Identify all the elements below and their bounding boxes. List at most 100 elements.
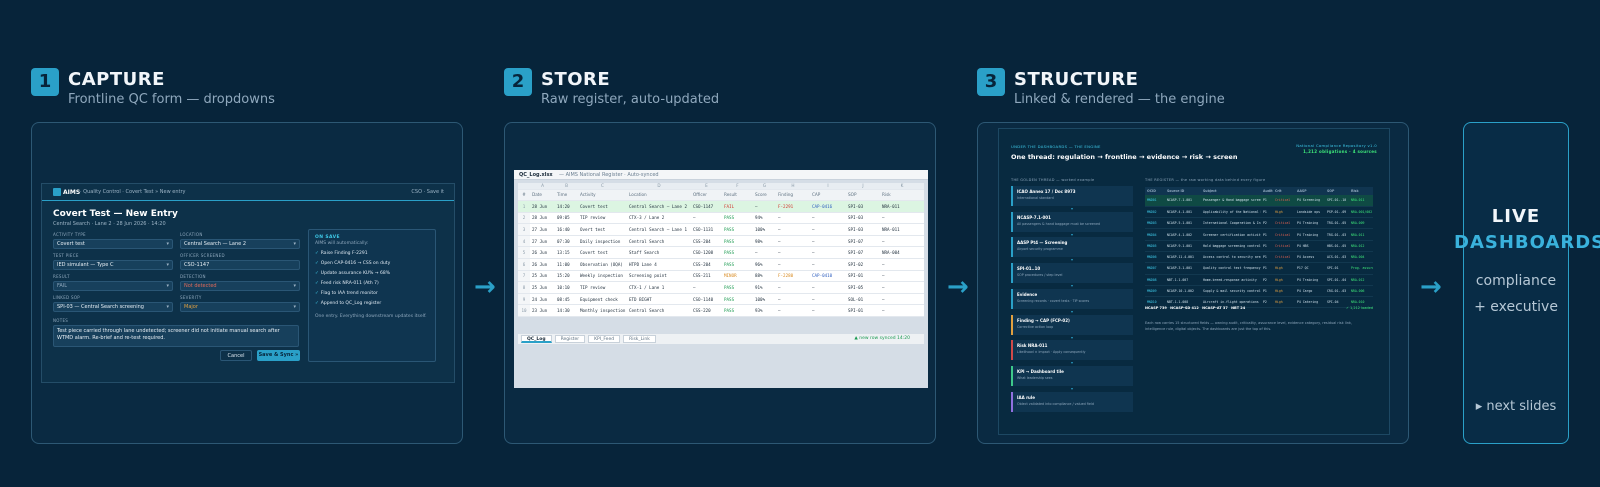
table-cell[interactable]: CSO-1208: [691, 246, 722, 260]
table-cell[interactable]: 08:45: [555, 293, 578, 306]
table-cell[interactable]: SPI-07: [846, 246, 880, 260]
table-row[interactable]: 10 23 Jun 14:30 Monthly inspection Central S…: [518, 304, 924, 318]
table-cell[interactable]: CSO-1131: [691, 223, 722, 236]
table-cell[interactable]: SPI-03: [846, 200, 880, 213]
column-letter[interactable]: E: [691, 183, 722, 190]
table-cell[interactable]: P1: [1261, 262, 1273, 275]
table-cell[interactable]: —: [776, 293, 810, 306]
table-cell[interactable]: High: [1273, 274, 1295, 286]
table-cell[interactable]: Covert test: [578, 246, 627, 260]
table-cell[interactable]: 27 Jun: [530, 223, 555, 236]
table-row[interactable]: MND06 NCASP-11.4-001 Access control to sec…: [1145, 251, 1373, 264]
column-letter[interactable]: C: [578, 183, 627, 190]
table-cell[interactable]: NRA-001/002: [1349, 206, 1373, 219]
table-row[interactable]: 1 28 Jun 14:20 Covert test Central Search — …: [518, 200, 924, 213]
column-letter[interactable]: D: [627, 183, 691, 190]
sheet-tab-risk-link[interactable]: Risk_Link: [623, 335, 656, 343]
column-letter[interactable]: F: [722, 183, 753, 190]
table-cell[interactable]: Overt test: [578, 223, 627, 236]
table-row[interactable]: 4 27 Jun 07:30 Daily inspection Central Sear…: [518, 235, 924, 248]
table-cell[interactable]: —: [810, 212, 846, 225]
table-cell[interactable]: NBT-1.1-008: [1165, 296, 1201, 309]
notes-textarea[interactable]: Test piece carried through lane undetect…: [53, 325, 299, 347]
column-letter[interactable]: B: [555, 183, 578, 190]
table-cell[interactable]: Central Search — Lane 2: [627, 200, 691, 213]
table-cell[interactable]: 10:10: [555, 281, 578, 294]
table-cell[interactable]: —: [880, 212, 924, 225]
table-cell[interactable]: NRA-004: [1349, 251, 1373, 264]
table-cell[interactable]: CAP-0416: [810, 200, 846, 213]
table-cell[interactable]: 27 Jun: [530, 235, 555, 248]
table-row[interactable]: MND03 NCASP-5.1-001 International Cooperat…: [1145, 217, 1373, 230]
table-cell[interactable]: 26 Jun: [530, 246, 555, 260]
table-cell[interactable]: 24 Jun: [530, 293, 555, 306]
table-cell[interactable]: PASS: [722, 281, 753, 294]
table-cell[interactable]: MND06: [1145, 251, 1165, 264]
row-number[interactable]: 6: [518, 258, 530, 271]
table-cell[interactable]: Passenger & Hand baggage screening: [1201, 195, 1261, 207]
table-cell[interactable]: P4 Training: [1295, 217, 1325, 230]
table-cell[interactable]: Access control to security areas: [1201, 251, 1261, 264]
table-cell[interactable]: SOL-01: [846, 293, 880, 306]
thread-card[interactable]: Evidence Screening records · covert tests…: [1011, 288, 1133, 309]
table-cell[interactable]: FAIL: [722, 200, 753, 213]
column-letter[interactable]: A: [530, 183, 555, 190]
table-cell[interactable]: 94%: [753, 212, 776, 225]
table-cell[interactable]: 26 Jun: [530, 258, 555, 271]
table-cell[interactable]: 14:20: [555, 200, 578, 213]
table-cell[interactable]: 11:00: [555, 258, 578, 271]
table-cell[interactable]: —: [810, 235, 846, 248]
table-row[interactable]: MND08 NBT-1.1-007 Home-breed-response acti…: [1145, 274, 1373, 286]
table-row[interactable]: 8 25 Jun 10:10 TIP review CTX-1 / Lane 1— PAS…: [518, 281, 924, 294]
column-letter[interactable]: G: [753, 183, 776, 190]
table-cell[interactable]: MINOR: [722, 270, 753, 283]
table-row[interactable]: 5 26 Jun 13:15 Covert test Staff Search CSO-1…: [518, 246, 924, 260]
table-cell[interactable]: 15:20: [555, 270, 578, 283]
result-select[interactable]: FAIL ▾: [53, 281, 173, 291]
table-cell[interactable]: 93%: [753, 304, 776, 318]
table-cell[interactable]: SPI-03: [846, 212, 880, 225]
table-cell[interactable]: TIP review: [578, 281, 627, 294]
table-cell[interactable]: NRA-009: [1349, 217, 1373, 230]
table-cell[interactable]: —: [776, 281, 810, 294]
detection-select[interactable]: Not detected ▾: [180, 281, 300, 291]
table-cell[interactable]: —: [880, 270, 924, 283]
table-cell[interactable]: —: [810, 304, 846, 318]
table-cell[interactable]: PASS: [722, 246, 753, 260]
table-cell[interactable]: MND09: [1145, 285, 1165, 298]
table-row[interactable]: MND07 NCASP-3.1-001 Quality control test f…: [1145, 262, 1373, 275]
table-cell[interactable]: NRA-011: [1349, 228, 1373, 241]
linked-sop-select[interactable]: SPI-03 — Central Search screening ▾: [53, 302, 173, 312]
table-cell[interactable]: P2: [1261, 296, 1273, 309]
sheet-tab-register[interactable]: Register: [554, 335, 586, 343]
table-cell[interactable]: —: [776, 246, 810, 260]
table-cell[interactable]: MND07: [1145, 262, 1165, 275]
table-cell[interactable]: 88%: [753, 270, 776, 283]
table-cell[interactable]: NRA-011: [1349, 195, 1373, 207]
thread-card[interactable]: Finding → CAP (FCP-02) Corrective action …: [1011, 314, 1133, 335]
table-cell[interactable]: SPI-01: [846, 304, 880, 318]
table-cell[interactable]: SPI-04: [1325, 296, 1349, 309]
table-cell[interactable]: TRG-01..05: [1325, 217, 1349, 230]
table-cell[interactable]: CSS-204: [691, 258, 722, 271]
table-cell[interactable]: HTPD Lane 4: [627, 258, 691, 271]
table-cell[interactable]: SPI-01..10: [1325, 195, 1349, 207]
row-number[interactable]: 9: [518, 293, 530, 306]
thread-card[interactable]: AASP Pt4 — Screening Airport security pro…: [1011, 237, 1133, 258]
severity-select[interactable]: Major ▾: [180, 302, 300, 312]
table-cell[interactable]: 14:30: [555, 304, 578, 318]
table-cell[interactable]: Daily inspection: [578, 235, 627, 248]
table-cell[interactable]: NCASP-7.1-001: [1165, 195, 1201, 207]
test-piece-select[interactable]: IED simulant — Type C ▾: [53, 260, 173, 270]
table-cell[interactable]: 25 Jun: [530, 270, 555, 283]
table-cell[interactable]: Equipment check: [578, 293, 627, 306]
row-number[interactable]: 1: [518, 200, 530, 213]
table-row[interactable]: MND01 NCASP-7.1-001 Passenger & Hand bagga…: [1145, 195, 1373, 207]
table-cell[interactable]: Weekly inspection: [578, 270, 627, 283]
table-cell[interactable]: 13:15: [555, 246, 578, 260]
table-cell[interactable]: NCASP-10.1-002: [1165, 285, 1201, 298]
table-cell[interactable]: NCASP-4.1-001: [1165, 206, 1201, 219]
table-cell[interactable]: —: [880, 293, 924, 306]
thread-card[interactable]: Risk NRA-011 Likelihood × impact · Apply …: [1011, 340, 1133, 361]
table-row[interactable]: MND02 NCASP-4.1-001 Applicability of the N…: [1145, 206, 1373, 219]
